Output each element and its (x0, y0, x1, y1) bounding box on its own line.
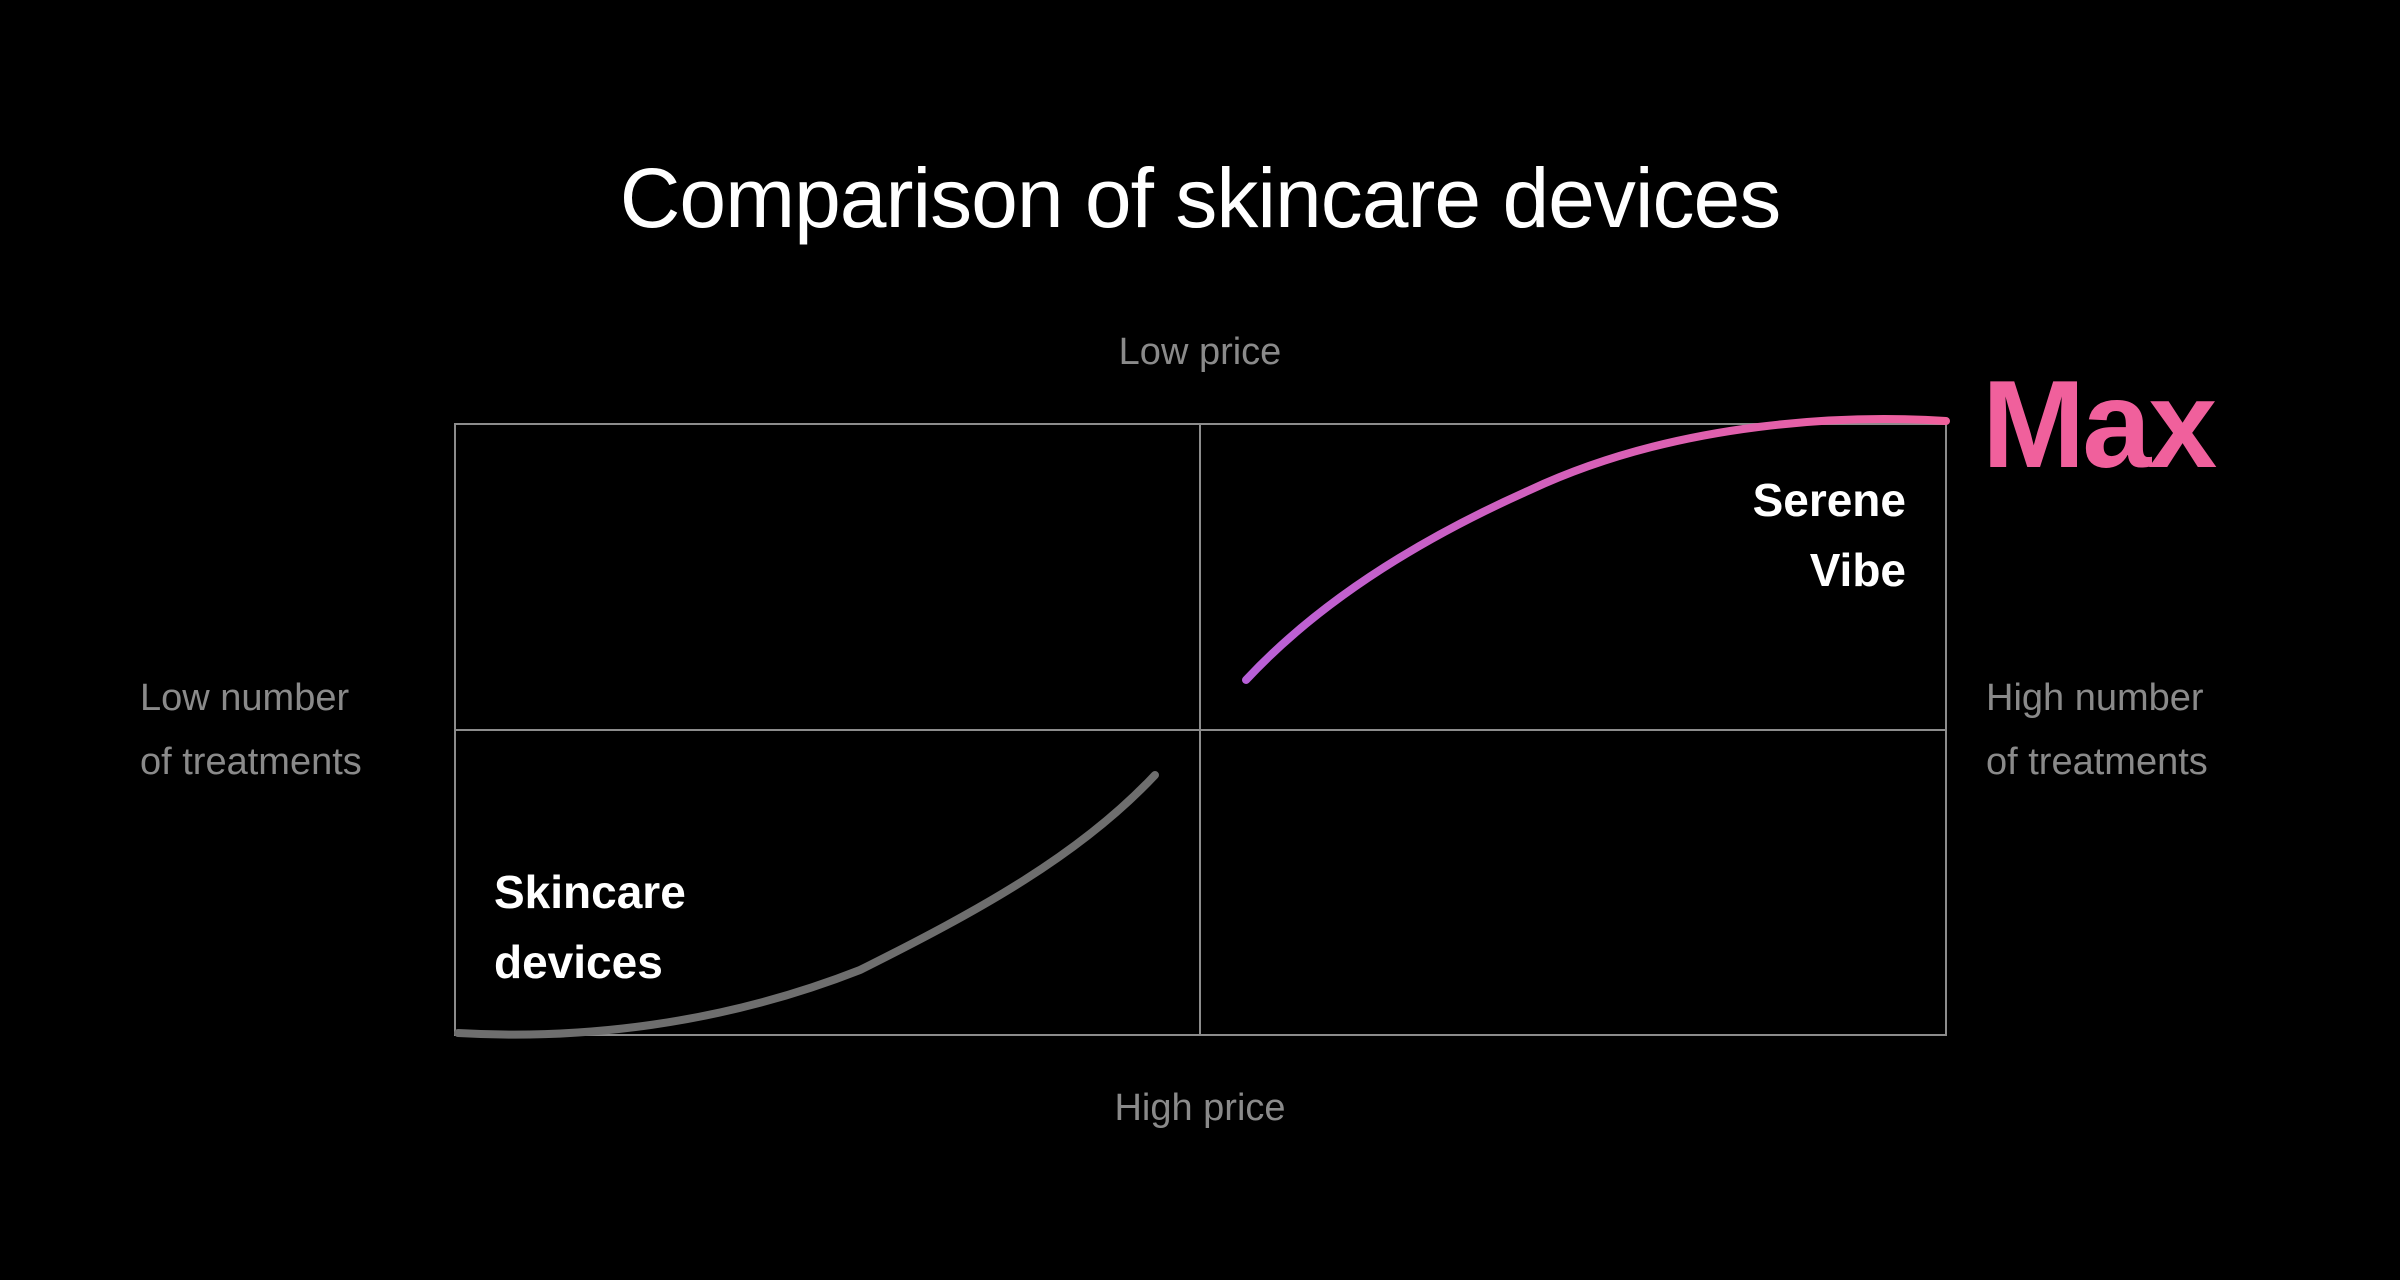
axis-label-line: High number (1986, 677, 2204, 719)
skincare-devices-label: Skincare devices (494, 857, 686, 997)
axis-label-line: of treatments (140, 741, 362, 783)
max-label: Max (1982, 356, 2217, 494)
skincare-devices-label-line: devices (494, 936, 663, 988)
serene-vibe-curve (1242, 415, 1950, 684)
serene-vibe-label: Serene Vibe (1753, 465, 1906, 605)
skincare-devices-curve (454, 771, 1159, 1039)
serene-vibe-label-line: Serene (1752, 474, 1906, 526)
axis-label-high-price: High price (1114, 1087, 1286, 1129)
page-title: Comparison of skincare devices (619, 151, 1782, 245)
axis-label-low-price: Low price (1118, 331, 1282, 373)
axis-label-high-treatments: High number of treatments (1986, 666, 2208, 794)
axis-label-line: of treatments (1986, 741, 2208, 783)
serene-vibe-label-line: Vibe (1809, 544, 1906, 596)
skincare-devices-label-line: Skincare (494, 866, 686, 918)
axis-label-line: Low number (140, 677, 350, 719)
axis-label-low-treatments: Low number of treatments (140, 666, 362, 794)
quadrant-grid (454, 423, 1947, 1036)
